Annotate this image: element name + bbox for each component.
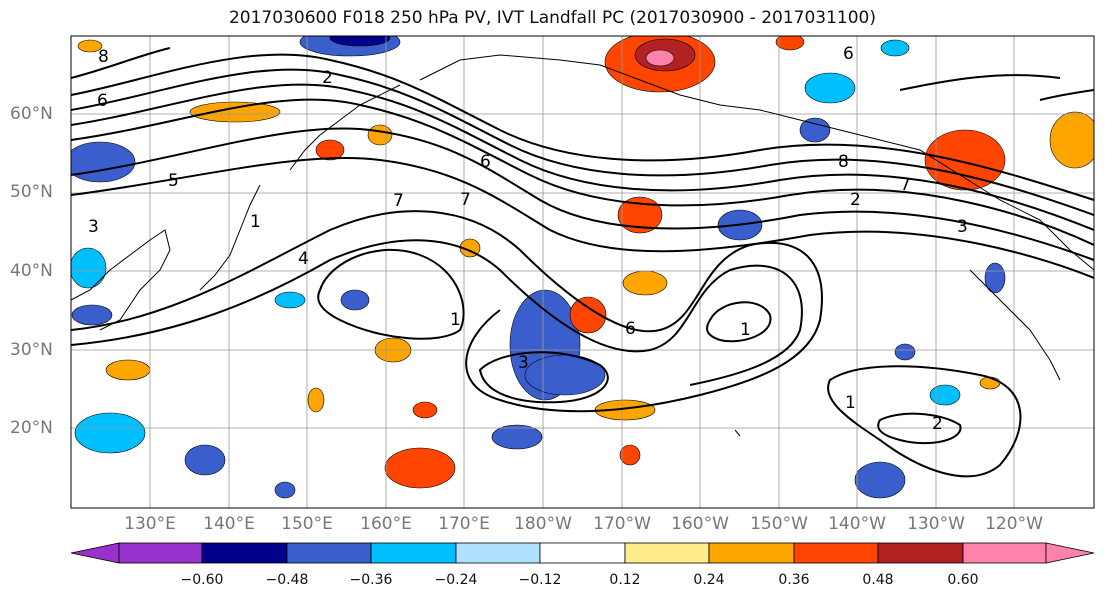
lon-label: 130°W [907,514,965,534]
colorbar-segment [201,542,288,564]
contour-labels: 2 6 5 4 8 7 1 3 6 7 6 8 7 2 3 1 6 1 3 2 … [88,44,968,434]
contour-label: 6 [625,319,636,339]
contour-label: 2 [322,68,333,88]
contour-label: 3 [957,217,968,237]
lat-label: 40°N [10,261,53,281]
colorbar-tick-label: 0.24 [693,572,725,588]
colorbar-tick-label: 0.12 [609,572,641,588]
contour-label: 6 [843,44,854,64]
lon-label: 130°E [124,514,176,534]
lon-label: 140°W [828,514,886,534]
shading-layer [71,36,1094,499]
colorbar-tick-label: 0.60 [947,572,979,588]
lon-label: 140°E [203,514,255,534]
contour-label: 7 [460,190,471,210]
colorbar-segment [962,542,1047,564]
map-frame [70,35,1095,509]
lon-label: 150°W [750,514,808,534]
pv-contours [71,47,1094,478]
colorbar [70,542,1095,564]
colorbar-segment [793,542,879,564]
coastlines [71,54,1094,437]
colorbar-segment [455,542,541,564]
colorbar-segment [370,542,457,564]
contour-label: 6 [480,152,491,172]
contour-label: 5 [168,171,179,191]
colorbar-extend-high [1045,542,1095,564]
contour-label: 1 [450,310,461,330]
lat-label: 20°N [10,418,53,438]
colorbar-tick-label: 0.48 [862,572,894,588]
colorbar-tick-label: −0.24 [434,572,478,588]
lon-label: 170°W [593,514,651,534]
contour-label: 1 [250,212,261,232]
colorbar-tick-label: −0.36 [349,572,393,588]
map-title: 2017030600 F018 250 hPa PV, IVT Landfall… [228,8,876,28]
lon-label: 150°E [281,514,333,534]
colorbar-segment [877,542,964,564]
contour-label: 7 [900,175,911,195]
contour-label: 3 [88,217,99,237]
contour-label: 8 [98,47,109,67]
colorbar-tick-label: −0.12 [518,572,562,588]
colorbar-extend-low [70,542,120,564]
colorbar-tick-label: −0.48 [265,572,309,588]
lon-label: 170°E [438,514,490,534]
lon-label: 120°W [985,514,1043,534]
contour-label: 6 [97,91,108,111]
colorbar-segment [708,542,795,564]
colorbar-segment [539,542,626,564]
contour-label: 1 [740,320,751,340]
colorbar-segment [118,542,203,564]
colorbar-tick-label: 0.36 [778,572,810,588]
contour-label: 4 [298,249,309,269]
lat-label: 50°N [10,182,53,202]
contour-label: 8 [838,152,849,172]
colorbar-segment [624,542,710,564]
contour-label: 3 [518,353,529,373]
contour-label: 2 [850,190,861,210]
contour-label: 2 [932,414,943,434]
lon-label: 180°W [514,514,572,534]
gridlines [71,36,1094,508]
lon-label: 160°E [360,514,412,534]
lon-label: 160°W [671,514,729,534]
lat-label: 60°N [10,104,53,124]
contour-label: 1 [845,393,856,413]
lat-label: 30°N [10,340,53,360]
colorbar-segment [286,542,372,564]
contour-label: 7 [393,191,404,211]
colorbar-tick-label: −0.60 [180,572,224,588]
